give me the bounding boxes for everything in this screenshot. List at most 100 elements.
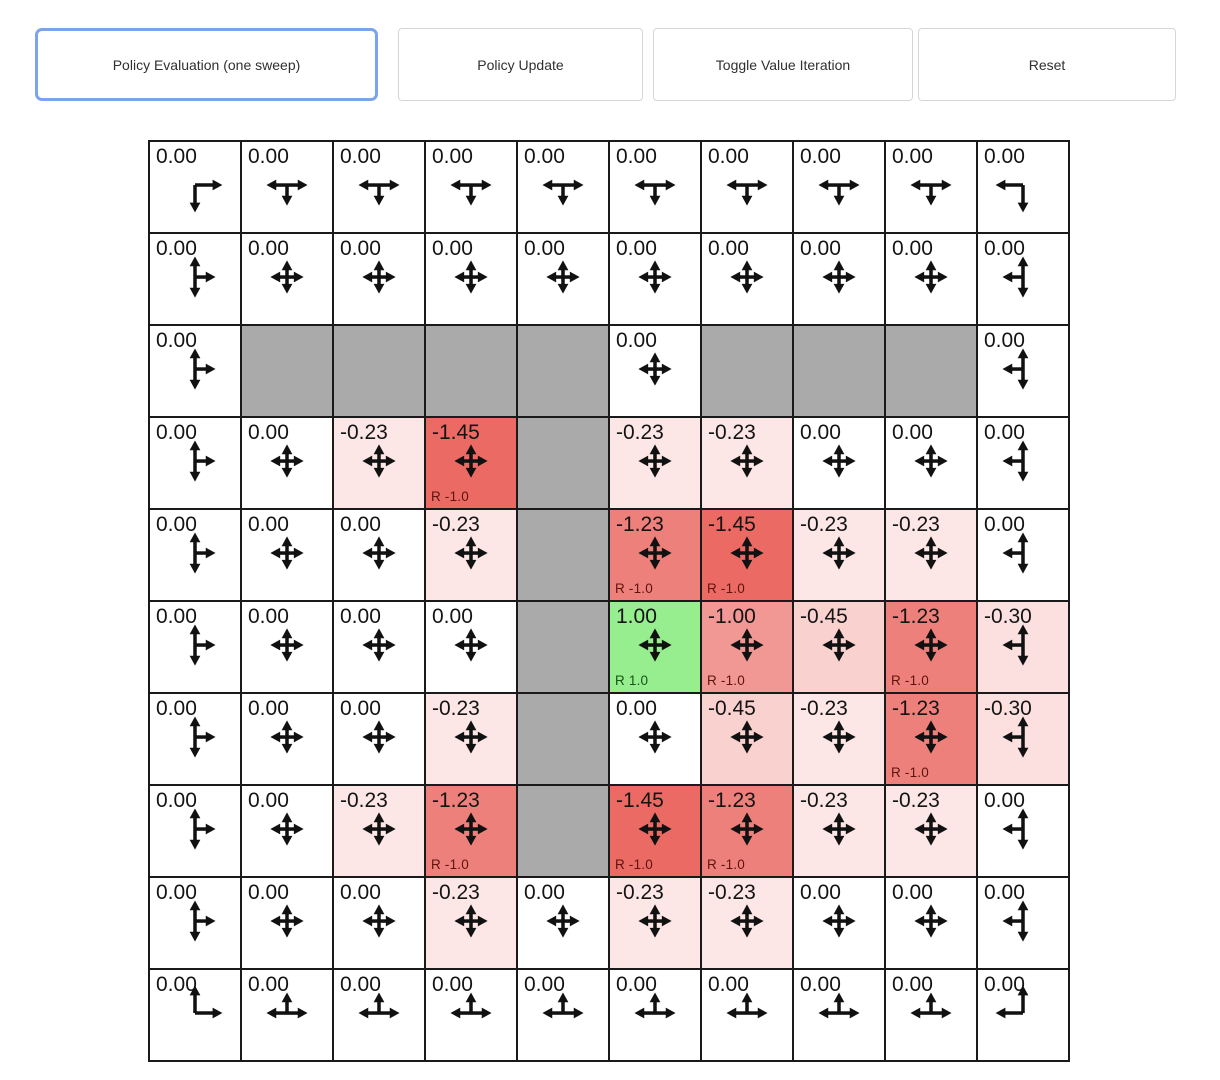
grid-cell[interactable]: 0.00	[701, 233, 793, 325]
grid-cell[interactable]: 0.00	[885, 233, 977, 325]
grid-cell[interactable]: -0.23	[885, 785, 977, 877]
policy-update-button[interactable]: Policy Update	[398, 28, 643, 101]
grid-cell[interactable]: 0.00	[149, 233, 241, 325]
grid-cell[interactable]: -0.23	[793, 693, 885, 785]
grid-cell[interactable]: 0.00	[333, 141, 425, 233]
grid-cell[interactable]: -0.30	[977, 693, 1069, 785]
state-value: 0.00	[524, 145, 565, 168]
grid-cell[interactable]: -0.23	[793, 785, 885, 877]
reward-label: R -1.0	[431, 857, 469, 872]
grid-cell[interactable]: 0.00	[977, 141, 1069, 233]
grid-cell[interactable]: 0.00	[333, 969, 425, 1061]
grid-cell[interactable]: -0.23	[333, 417, 425, 509]
grid-cell[interactable]: -1.23 R -1.0	[885, 601, 977, 693]
grid-cell[interactable]: -0.23	[885, 509, 977, 601]
grid-cell[interactable]: 0.00	[977, 785, 1069, 877]
grid-cell[interactable]: 0.00	[333, 693, 425, 785]
grid-cell[interactable]: 0.00	[977, 233, 1069, 325]
policy-evaluation-button[interactable]: Policy Evaluation (one sweep)	[35, 28, 378, 101]
grid-cell[interactable]: 0.00	[241, 877, 333, 969]
grid-cell[interactable]: 0.00	[517, 969, 609, 1061]
grid-cell[interactable]: 0.00	[609, 325, 701, 417]
grid-cell[interactable]: 0.00	[425, 601, 517, 693]
grid-cell[interactable]: 0.00	[149, 325, 241, 417]
grid-cell[interactable]: 0.00	[977, 877, 1069, 969]
grid-cell[interactable]: -0.23	[701, 877, 793, 969]
grid-cell[interactable]: 0.00	[149, 417, 241, 509]
grid-cell[interactable]: 0.00	[425, 141, 517, 233]
grid-cell[interactable]: 0.00	[333, 509, 425, 601]
grid-cell[interactable]: 0.00	[241, 969, 333, 1061]
grid-cell[interactable]: 0.00	[977, 509, 1069, 601]
grid-cell[interactable]: 0.00	[333, 601, 425, 693]
grid-cell[interactable]: 0.00	[149, 509, 241, 601]
grid-cell[interactable]: 0.00	[241, 785, 333, 877]
grid-cell[interactable]: 0.00	[241, 233, 333, 325]
policy-arrows-icon	[362, 812, 396, 846]
grid-cell[interactable]: 0.00	[977, 969, 1069, 1061]
grid-cell[interactable]: 0.00	[609, 693, 701, 785]
grid-cell[interactable]: -0.45	[701, 693, 793, 785]
grid-cell[interactable]: 0.00	[149, 785, 241, 877]
state-value: -0.23	[892, 513, 940, 536]
grid-cell[interactable]: -0.23	[333, 785, 425, 877]
grid-cell[interactable]: 0.00	[333, 877, 425, 969]
grid-cell[interactable]: 0.00	[977, 325, 1069, 417]
policy-arrows-icon	[1002, 440, 1029, 482]
grid-cell[interactable]: -0.23	[609, 417, 701, 509]
grid-cell[interactable]: 1.00 R 1.0	[609, 601, 701, 693]
grid-cell[interactable]: 0.00	[609, 233, 701, 325]
grid-cell[interactable]: 0.00	[149, 877, 241, 969]
grid-cell[interactable]: 0.00	[517, 141, 609, 233]
grid-cell[interactable]: 0.00	[885, 417, 977, 509]
grid-cell[interactable]: -0.23	[701, 417, 793, 509]
grid-cell[interactable]: 0.00	[241, 693, 333, 785]
grid-cell[interactable]: -0.30	[977, 601, 1069, 693]
grid-cell[interactable]: -1.45 R -1.0	[425, 417, 517, 509]
grid-cell[interactable]: 0.00	[425, 969, 517, 1061]
grid-cell[interactable]: -1.00 R -1.0	[701, 601, 793, 693]
grid-cell[interactable]: 0.00	[793, 417, 885, 509]
grid-cell[interactable]: 0.00	[241, 509, 333, 601]
grid-cell[interactable]: -1.23 R -1.0	[885, 693, 977, 785]
grid-cell[interactable]: 0.00	[977, 417, 1069, 509]
grid-cell[interactable]: 0.00	[885, 141, 977, 233]
grid-cell[interactable]: -1.45 R -1.0	[701, 509, 793, 601]
grid-cell[interactable]: -0.23	[793, 509, 885, 601]
grid-cell[interactable]: -0.23	[609, 877, 701, 969]
policy-arrows-icon	[1002, 716, 1029, 758]
state-value: 0.00	[156, 513, 197, 536]
grid-cell[interactable]: -0.23	[425, 693, 517, 785]
grid-cell[interactable]: 0.00	[149, 693, 241, 785]
grid-cell[interactable]: 0.00	[701, 969, 793, 1061]
grid-cell[interactable]: 0.00	[793, 877, 885, 969]
grid-cell[interactable]: -0.45	[793, 601, 885, 693]
grid-cell[interactable]: 0.00	[149, 601, 241, 693]
grid-cell[interactable]: 0.00	[517, 877, 609, 969]
grid-cell[interactable]: 0.00	[609, 141, 701, 233]
grid-cell[interactable]: 0.00	[793, 233, 885, 325]
grid-cell[interactable]: 0.00	[609, 969, 701, 1061]
grid-cell[interactable]: -1.23 R -1.0	[425, 785, 517, 877]
grid-cell[interactable]: 0.00	[149, 141, 241, 233]
grid-cell[interactable]: 0.00	[241, 417, 333, 509]
grid-cell[interactable]: 0.00	[885, 877, 977, 969]
reset-button[interactable]: Reset	[918, 28, 1176, 101]
grid-cell[interactable]: -1.45 R -1.0	[609, 785, 701, 877]
grid-cell[interactable]: 0.00	[333, 233, 425, 325]
grid-cell[interactable]: -0.23	[425, 509, 517, 601]
grid-cell[interactable]: 0.00	[425, 233, 517, 325]
grid-cell[interactable]: 0.00	[793, 141, 885, 233]
grid-cell[interactable]: 0.00	[701, 141, 793, 233]
grid-cell[interactable]: 0.00	[885, 969, 977, 1061]
grid-cell[interactable]: 0.00	[793, 969, 885, 1061]
grid-cell[interactable]: -0.23	[425, 877, 517, 969]
grid-cell[interactable]: 0.00	[241, 601, 333, 693]
grid-cell[interactable]: 0.00	[149, 969, 241, 1061]
grid-cell[interactable]: 0.00	[517, 233, 609, 325]
grid-cell[interactable]: -1.23 R -1.0	[609, 509, 701, 601]
policy-arrows-icon	[910, 179, 952, 206]
grid-cell[interactable]: -1.23 R -1.0	[701, 785, 793, 877]
grid-cell[interactable]: 0.00	[241, 141, 333, 233]
toggle-value-iteration-button[interactable]: Toggle Value Iteration	[653, 28, 913, 101]
